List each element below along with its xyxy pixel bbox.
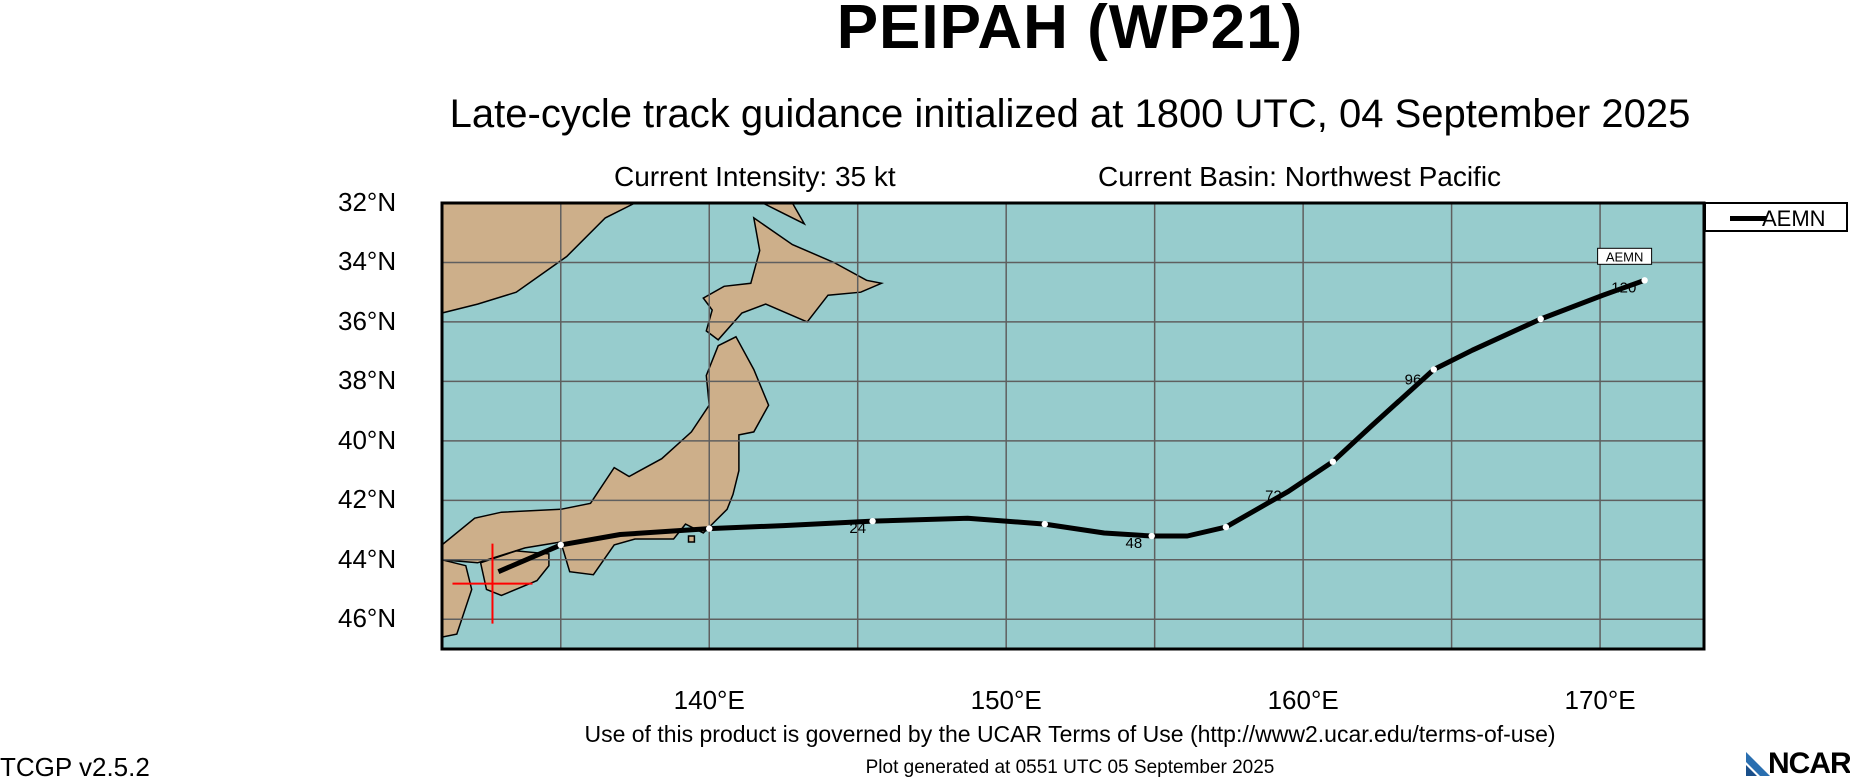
ncar-logo: NCAR <box>1744 747 1850 780</box>
latitude-label: 40°N <box>338 424 397 455</box>
page-title: PEIPAH (WP21) <box>836 0 1304 62</box>
ocean <box>442 203 1704 649</box>
track-end-label: AEMN <box>1606 249 1644 264</box>
landmasses <box>441 202 885 639</box>
ncar-logo-text: NCAR <box>1768 747 1850 780</box>
track-point <box>1537 315 1544 323</box>
plot-generated: Plot generated at 0551 UTC 05 September … <box>865 757 1275 778</box>
forecast-hour-label: 120 <box>1611 279 1636 296</box>
track-point <box>1641 277 1648 284</box>
longitude-label: 160°E <box>1267 685 1339 715</box>
forecast-hour-label: 72 <box>1265 487 1282 504</box>
legend-label: AEMN <box>1762 206 1826 231</box>
track-end-label-box <box>1597 247 1653 265</box>
latitude-label: 36°N <box>338 305 397 336</box>
track-point <box>557 541 564 549</box>
latitude-label: 46°N <box>338 603 397 634</box>
forecast-hour-label: 24 <box>849 520 866 537</box>
track-point <box>1430 366 1437 373</box>
land-oshima <box>687 535 696 543</box>
terms-of-use: Use of this product is governed by the U… <box>584 721 1556 747</box>
forecast-hour-label: 96 <box>1405 371 1422 388</box>
track-line <box>497 277 1646 574</box>
latitude-label: 42°N <box>338 484 397 515</box>
version-label: TCGP v2.5.2 <box>0 752 150 782</box>
current-position-marker <box>452 543 533 624</box>
legend-swatch <box>1730 216 1766 221</box>
current-basin: Current Basin: Northwest Pacific <box>1098 161 1502 192</box>
land-hokkaido <box>702 216 885 341</box>
track-point <box>1041 520 1048 528</box>
track-point <box>1329 458 1337 465</box>
longitude-label: 170°E <box>1564 685 1636 715</box>
page-subtitle: Late-cycle track guidance initialized at… <box>449 92 1691 136</box>
track-point <box>869 517 876 525</box>
forecast-hour-label: 48 <box>1126 535 1143 552</box>
current-intensity: Current Intensity: 35 kt <box>614 161 896 192</box>
latitude-label: 44°N <box>338 543 397 574</box>
longitude-label: 140°E <box>673 685 745 715</box>
legend: AEMN <box>1704 202 1848 232</box>
latitude-label: 34°N <box>338 246 397 277</box>
map-frame <box>440 201 1706 651</box>
ncar-logo-mark <box>1746 752 1770 776</box>
longitude-label: 150°E <box>970 685 1042 715</box>
latitude-label: 38°N <box>338 365 397 396</box>
land-mainland-asia <box>441 202 636 314</box>
forecast-track: 24 48 72 96 120 AEMN <box>497 247 1653 574</box>
track-point <box>1148 532 1155 540</box>
latitude-label: 32°N <box>338 187 397 217</box>
track-point <box>1222 523 1230 531</box>
map-grid <box>442 202 1704 649</box>
track-point <box>706 525 713 532</box>
